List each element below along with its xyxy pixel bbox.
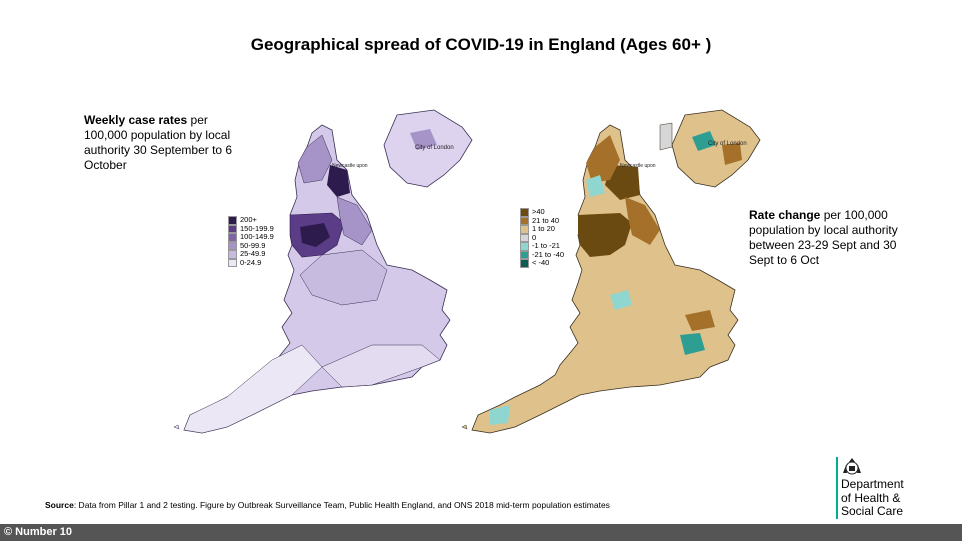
legend-row: 0 xyxy=(520,232,564,242)
legend-row: 150-199.9 xyxy=(228,223,274,233)
source-note: Source: Data from Pillar 1 and 2 testing… xyxy=(45,500,610,510)
legend-row: 1 to 20 xyxy=(520,224,564,234)
london-inset-left xyxy=(383,109,473,188)
legend-swatch xyxy=(520,233,529,242)
legend-row: < -40 xyxy=(520,258,564,268)
legend-label: 0-24.9 xyxy=(240,257,262,267)
legend-swatch xyxy=(228,258,237,267)
dhsc-line-3: Social Care xyxy=(841,504,904,518)
source-label: Source xyxy=(45,500,74,510)
case-rate-legend: 200+ 150-199.9 100-149.9 50-99.9 25-49.9… xyxy=(228,215,274,267)
southeast-fall-area xyxy=(680,333,705,355)
legend-swatch xyxy=(520,242,529,251)
manchester-area xyxy=(300,223,330,247)
newcastle-label-right: Newcastle upon xyxy=(620,163,656,169)
legend-label: 21 to 40 xyxy=(532,215,560,225)
case-rate-map: City of London Newcastle upon xyxy=(173,109,473,434)
london-label-right: City of London xyxy=(708,141,747,147)
london-label-left: City of London xyxy=(415,145,454,151)
dhsc-logo-text: Department of Health & Social Care xyxy=(841,477,904,519)
legend-row: 25-49.9 xyxy=(228,249,274,259)
yorkshire-area xyxy=(336,196,373,246)
rate-change-map: City of London Newcastle upon xyxy=(461,109,761,434)
legend-label: 100-149.9 xyxy=(240,232,274,241)
dhsc-line-1: Department xyxy=(841,477,904,491)
legend-row: 100-149.9 xyxy=(228,232,274,242)
dhsc-logo: Department of Health & Social Care xyxy=(836,457,946,519)
legend-label: 150-199.9 xyxy=(240,223,274,233)
scilly-left xyxy=(173,424,180,430)
right-description: Rate change per 100,000 population by lo… xyxy=(749,208,919,268)
london-inset-rise xyxy=(722,143,742,165)
london-inset-right xyxy=(671,109,761,188)
dhsc-line-2: of Health & xyxy=(841,490,901,505)
watermark-text: © Number 10 xyxy=(4,526,73,538)
london-inset-zero xyxy=(659,122,673,151)
legend-swatch xyxy=(228,250,237,259)
legend-swatch xyxy=(520,208,529,217)
page-title: Geographical spread of COVID-19 in Engla… xyxy=(250,35,712,54)
london-inset-fall xyxy=(692,131,716,151)
northwest-fall-area xyxy=(586,175,605,197)
watermark-bar: © Number 10 xyxy=(0,524,962,541)
legend-row: 0-24.9 xyxy=(228,257,274,267)
legend-row: >40 xyxy=(520,207,564,217)
legend-swatch xyxy=(228,233,237,242)
midlands-area xyxy=(299,249,388,306)
cumbria-change-area xyxy=(586,135,620,183)
south-area xyxy=(321,344,441,388)
legend-label: 25-49.9 xyxy=(240,249,266,258)
legend-label: 1 to 20 xyxy=(532,224,555,233)
midlands-fall-area xyxy=(610,290,632,310)
southwest-area xyxy=(183,344,323,434)
northwest-rise-area xyxy=(578,213,632,257)
legend-swatch xyxy=(520,225,529,234)
source-text: : Data from Pillar 1 and 2 testing. Figu… xyxy=(73,500,610,510)
royal-crest-icon xyxy=(843,458,861,475)
london-inset-dark xyxy=(410,129,437,150)
legend-label: 0 xyxy=(532,232,537,242)
england-outline-right xyxy=(471,124,739,434)
cumbria-area xyxy=(297,134,333,184)
dhsc-logo-bar xyxy=(836,457,838,519)
legend-row: -1 to -21 xyxy=(520,241,564,251)
left-description-bold: Weekly case rates xyxy=(84,113,188,127)
legend-swatch xyxy=(228,241,237,250)
legend-label: < -40 xyxy=(532,258,550,267)
northeast-area xyxy=(327,165,350,197)
yorkshire-change-area xyxy=(625,197,660,245)
legend-swatch xyxy=(520,216,529,225)
legend-swatch xyxy=(520,259,529,268)
left-description-text: per 100,000 population by local authorit… xyxy=(84,113,233,172)
newcastle-label-left: Newcastle upon xyxy=(332,163,368,169)
legend-swatch xyxy=(228,224,237,233)
southwest-fall-area xyxy=(490,405,510,425)
legend-row: 50-99.9 xyxy=(228,240,274,250)
left-description: Weekly case rates per 100,000 population… xyxy=(84,113,244,173)
legend-row: 200+ xyxy=(228,215,274,225)
rate-change-legend: >40 21 to 40 1 to 20 0 -1 to -21 -21 to … xyxy=(520,207,565,268)
legend-label: 50-99.9 xyxy=(240,240,266,250)
right-description-text: per 100,000 population by local authorit… xyxy=(749,208,898,267)
north-rise-area xyxy=(605,165,640,200)
legend-swatch xyxy=(228,216,237,225)
legend-swatch xyxy=(520,250,529,259)
legend-row: 21 to 40 xyxy=(520,215,564,225)
right-description-bold: Rate change xyxy=(749,208,821,222)
legend-label: -21 to -40 xyxy=(532,249,565,259)
southeast-rise-area xyxy=(685,310,715,331)
legend-row: -21 to -40 xyxy=(520,249,565,259)
legend-label: >40 xyxy=(532,207,545,216)
legend-label: 200+ xyxy=(240,215,257,224)
scilly-right xyxy=(461,424,468,430)
legend-label: -1 to -21 xyxy=(532,241,560,250)
